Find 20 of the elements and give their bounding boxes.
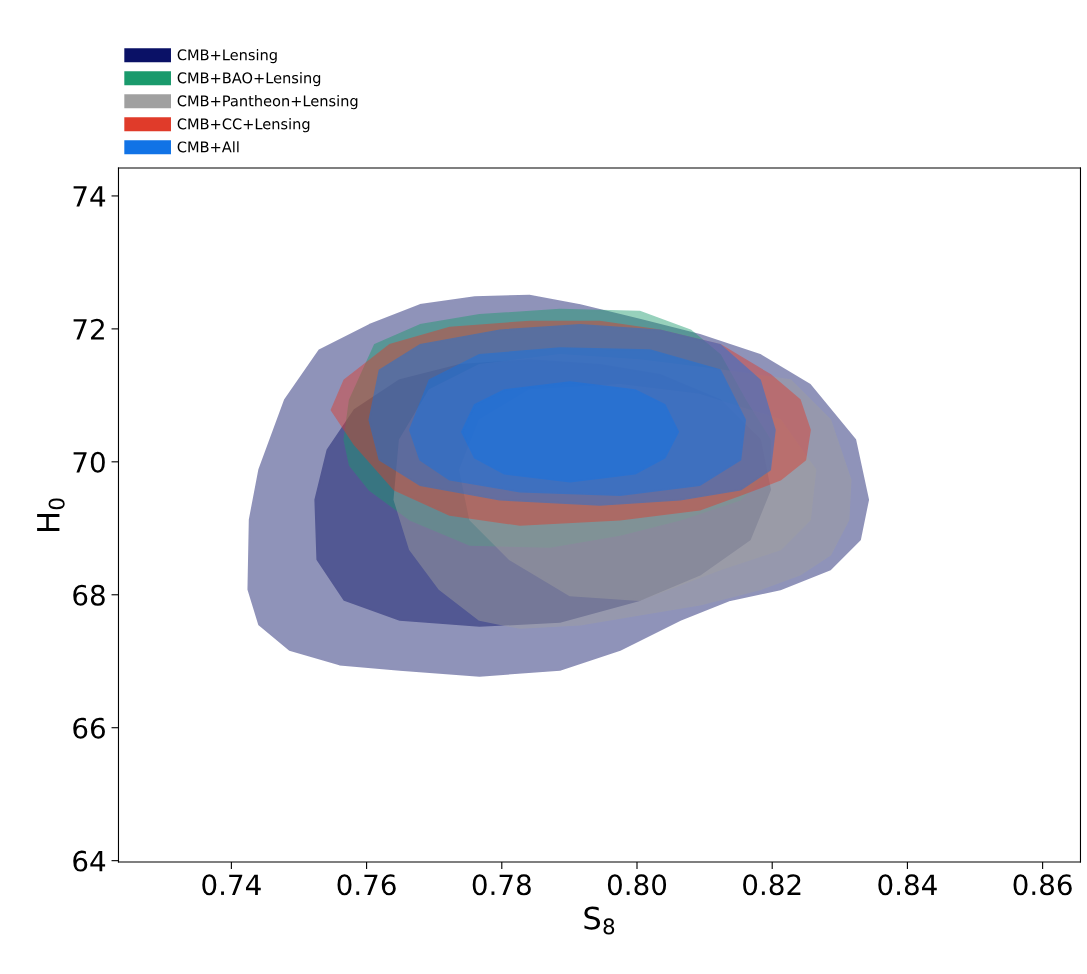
legend-label: CMB+Pantheon+Lensing — [177, 95, 358, 110]
x-tick-label: 0.78 — [472, 874, 531, 896]
x-tick-label: 0.76 — [337, 874, 396, 896]
x-tick-label: 0.82 — [743, 874, 801, 896]
y-tick-label: 70 — [73, 451, 105, 473]
x-tick-label: 0.80 — [607, 874, 667, 896]
x-tick-label: 0.86 — [1013, 874, 1072, 896]
x-tick-label: 0.84 — [878, 874, 937, 896]
x-axis-title: S$_{8}$ — [584, 906, 615, 935]
legend-label: CMB+BAO+Lensing — [177, 72, 321, 87]
y-tick-label: 72 — [73, 318, 104, 340]
y-tick-label: 74 — [73, 186, 106, 207]
legend-label: CMB+Lensing — [177, 49, 277, 64]
legend-label: CMB+All — [177, 141, 239, 153]
y-tick-label: 64 — [73, 850, 106, 872]
y-axis-title: H$_{0}$ — [37, 498, 65, 531]
y-tick-label: 66 — [73, 717, 105, 739]
y-tick-label: 68 — [73, 584, 105, 606]
legend-label: CMB+CC+Lensing — [177, 118, 310, 133]
x-tick-label: 0.74 — [202, 874, 261, 896]
